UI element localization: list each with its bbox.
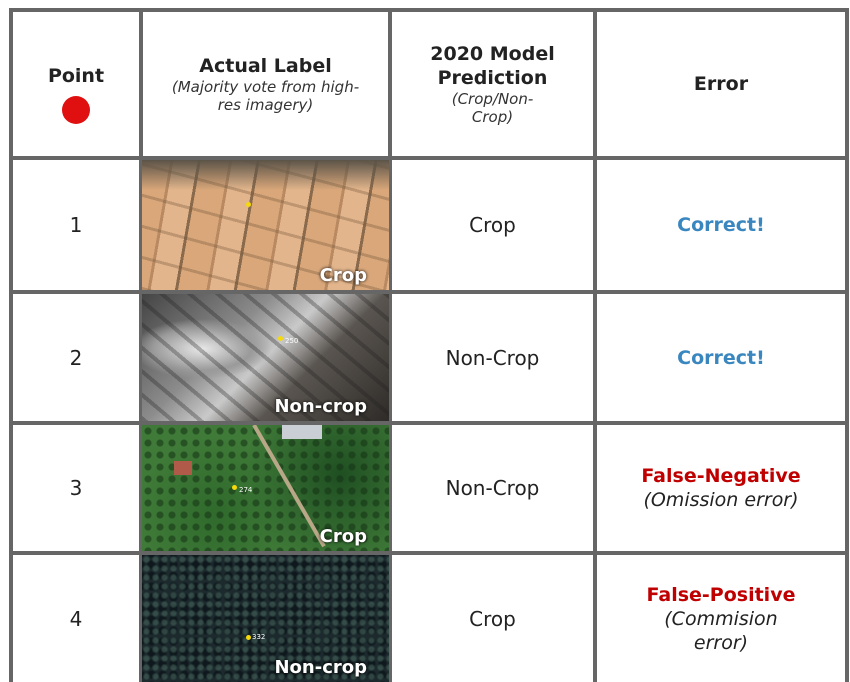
- border: [388, 8, 392, 682]
- border: [9, 8, 849, 12]
- red-dot: [62, 96, 90, 124]
- error-cell: Correct!: [677, 346, 765, 369]
- satellite-image: Crop: [142, 160, 389, 290]
- image-texture: [142, 555, 389, 682]
- header-point: Point: [13, 12, 139, 156]
- border: [9, 8, 13, 682]
- border: [9, 551, 849, 555]
- prediction-cell: Crop: [469, 606, 516, 631]
- border: [9, 421, 849, 425]
- error-cell: False-Positive (Commision error): [597, 555, 845, 682]
- border: [9, 156, 849, 160]
- border: [9, 290, 849, 294]
- image-marker: 250: [285, 337, 299, 345]
- point-cell: 4: [69, 606, 83, 631]
- image-texture: [142, 294, 389, 421]
- header-error: Error: [597, 12, 845, 156]
- header-text: Point: [47, 65, 105, 87]
- marker-pin: [278, 336, 283, 341]
- image-label: Non-crop: [274, 657, 367, 678]
- header-text: Error: [693, 73, 749, 95]
- error-cell: Correct!: [677, 214, 765, 236]
- image-texture: [142, 160, 389, 190]
- header-text: Actual Label: [199, 55, 332, 77]
- image-label: Crop: [319, 526, 367, 547]
- border: [845, 8, 849, 682]
- header-actual: Actual Label (Majority vote from high-re…: [143, 12, 388, 156]
- error-text: False-Negative: [641, 465, 801, 487]
- header-text: 2020 Model Prediction: [430, 43, 555, 89]
- image-label: Crop: [319, 265, 367, 286]
- satellite-image: 250 Non-crop: [142, 294, 389, 421]
- point-cell: 2: [69, 345, 83, 370]
- prediction-cell: Non-Crop: [445, 476, 540, 500]
- marker-pin: [246, 202, 251, 207]
- prediction-cell: Non-Crop: [445, 345, 540, 370]
- prediction-cell: Crop: [469, 213, 516, 237]
- error-note: (Commision error): [664, 607, 778, 654]
- image-marker: 332: [252, 633, 266, 641]
- marker-pin: [232, 485, 237, 490]
- error-note: (Omission error): [643, 489, 799, 511]
- border: [593, 8, 597, 682]
- header-prediction: 2020 Model Prediction (Crop/Non-Crop): [392, 12, 593, 156]
- point-cell: 1: [69, 213, 83, 237]
- image-marker: 274: [239, 486, 253, 494]
- marker-pin: [246, 635, 251, 640]
- building: [174, 461, 192, 475]
- header-note: (Crop/Non-Crop): [451, 90, 534, 126]
- satellite-image: 274 Crop: [142, 425, 389, 551]
- image-label: Non-crop: [274, 396, 367, 417]
- header-note: (Majority vote from high-res imagery): [171, 78, 360, 114]
- error-text: False-Positive: [646, 583, 796, 606]
- building: [282, 425, 322, 439]
- border: [139, 8, 143, 682]
- satellite-image: 332 Non-crop: [142, 555, 389, 682]
- point-cell: 3: [69, 476, 83, 500]
- error-cell: False-Negative (Omission error): [597, 425, 845, 551]
